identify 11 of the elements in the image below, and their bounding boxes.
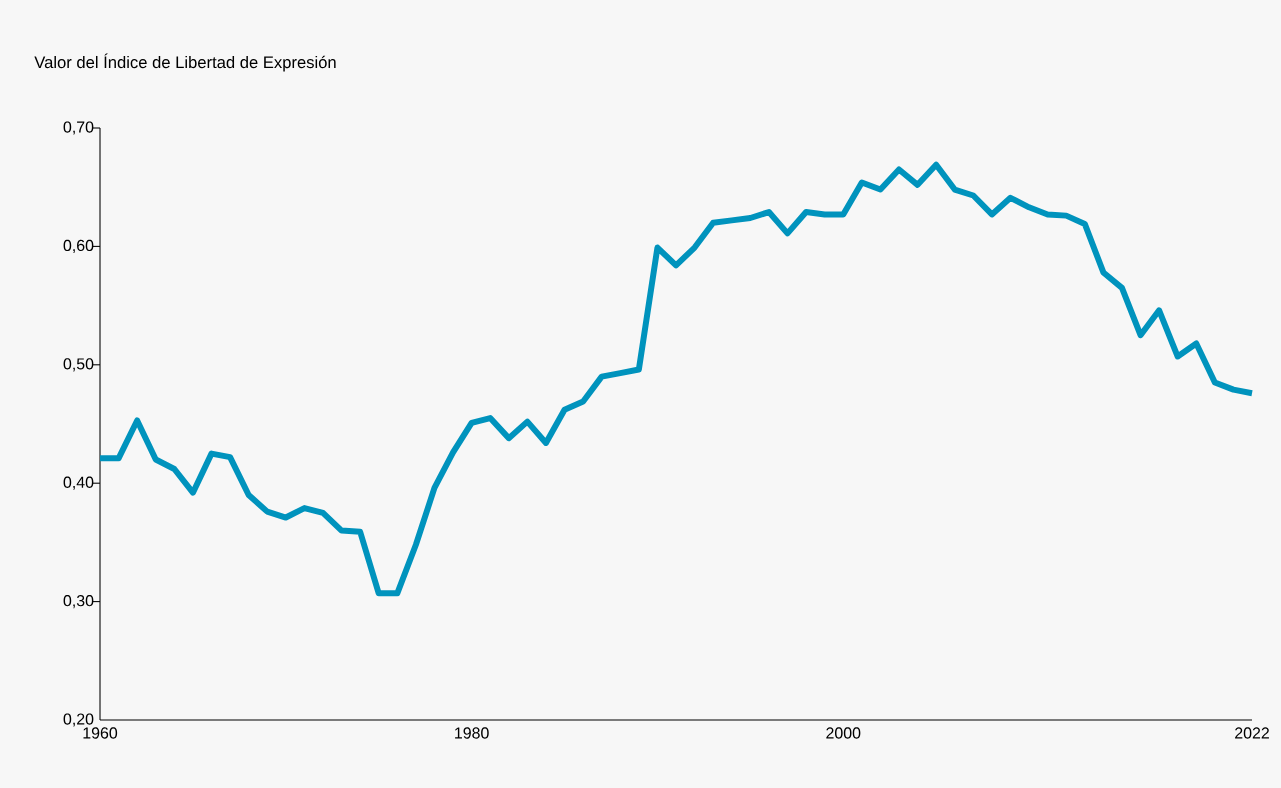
y-tick-label: 0,40 <box>63 476 94 490</box>
y-axis-title: Valor del Índice de Libertad de Expresión <box>34 53 336 72</box>
y-tick-label: 0,30 <box>63 595 94 609</box>
y-tick-label: 0,20 <box>63 713 94 727</box>
x-tick-label: 2000 <box>826 727 861 739</box>
y-tick-label: 0,70 <box>63 121 94 135</box>
x-tick-label: 2022 <box>1235 727 1269 739</box>
y-tick-label: 0,50 <box>63 358 94 372</box>
x-tick-label: 1980 <box>455 727 489 739</box>
y-tick-label: 0,60 <box>63 239 94 253</box>
x-tick-label: 1960 <box>83 727 118 739</box>
